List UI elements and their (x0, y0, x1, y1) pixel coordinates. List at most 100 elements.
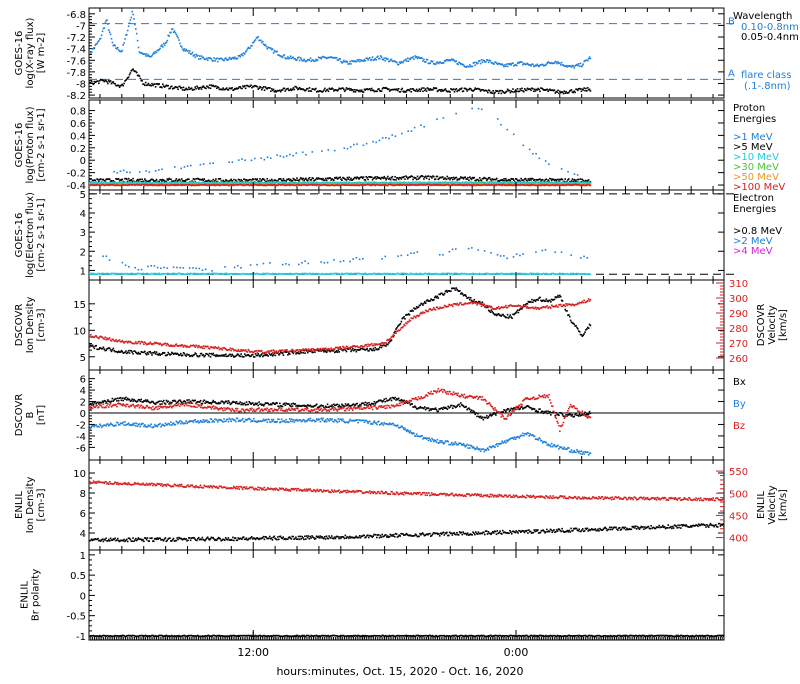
data-point (555, 61, 557, 63)
data-point (180, 168, 182, 170)
data-point (107, 23, 109, 25)
data-point (203, 178, 205, 180)
data-point (559, 62, 561, 64)
data-point (525, 178, 527, 180)
data-point (144, 85, 146, 87)
data-point (292, 89, 294, 91)
data-point (203, 163, 205, 165)
data-point (298, 264, 300, 266)
y-tick-label: 3 (80, 228, 86, 239)
data-point (367, 179, 369, 181)
data-point (406, 60, 408, 62)
data-point (301, 59, 303, 61)
y-axis-label-line: [W m-2] (36, 33, 47, 74)
data-point (388, 138, 390, 140)
data-point (532, 88, 534, 90)
data-point (455, 88, 457, 90)
data-point (580, 257, 582, 259)
y-tick-label: -7.8 (66, 68, 86, 79)
data-point (182, 48, 184, 50)
data-point (350, 63, 352, 65)
data-point (196, 85, 198, 87)
data-point (455, 248, 457, 250)
data-point (309, 59, 311, 61)
data-point (393, 179, 395, 181)
data-point (179, 43, 181, 45)
data-point (170, 179, 172, 181)
data-point (198, 88, 200, 90)
data-point (503, 66, 505, 68)
data-point (176, 267, 178, 269)
data-point (103, 179, 105, 181)
data-point (391, 59, 393, 61)
data-point (474, 64, 476, 66)
data-point (139, 75, 141, 77)
data-point (371, 88, 373, 90)
data-point (487, 59, 489, 61)
data-point (489, 177, 491, 179)
data-point (212, 60, 214, 62)
data-point (128, 25, 130, 27)
data-point (126, 178, 128, 180)
data-point (179, 179, 181, 181)
data-point (366, 177, 368, 179)
data-point (209, 163, 211, 165)
data-point (324, 88, 326, 90)
data-point (512, 178, 514, 180)
data-point (154, 265, 156, 267)
y-axis-label-line: Ion Density (25, 297, 36, 354)
data-point (532, 63, 534, 65)
data-point (412, 88, 414, 90)
data-point (497, 118, 499, 120)
data-point (400, 62, 402, 64)
data-point (375, 142, 377, 144)
data-point (558, 93, 560, 95)
data-point (340, 261, 342, 263)
data-point (517, 88, 519, 90)
y-tick-label: 0 (80, 156, 86, 167)
data-point (522, 145, 524, 147)
legend-title: Electron (733, 193, 774, 204)
data-point (571, 66, 573, 68)
data-point (556, 63, 558, 65)
data-point (270, 90, 272, 92)
data-point (163, 43, 165, 45)
data-point (200, 164, 202, 166)
data-point (245, 88, 247, 90)
data-point (443, 62, 445, 64)
data-point (147, 84, 149, 86)
data-point (496, 178, 498, 180)
data-point (91, 51, 93, 53)
data-point (446, 179, 448, 181)
data-point (352, 258, 354, 260)
data-point (150, 265, 152, 267)
data-point (295, 179, 297, 181)
data-point (573, 65, 575, 67)
data-point (225, 57, 227, 59)
data-point (123, 170, 125, 172)
data-point (300, 57, 302, 59)
data-point (526, 90, 528, 92)
data-point (530, 179, 532, 181)
data-point (570, 254, 572, 256)
data-point (106, 81, 108, 83)
data-point (384, 256, 386, 258)
data-point (195, 268, 197, 270)
data-point (284, 90, 286, 92)
legend-title: Energies (733, 114, 776, 125)
data-point (240, 267, 242, 269)
data-point (446, 176, 448, 178)
data-point (298, 57, 300, 59)
data-point (500, 90, 502, 92)
data-point (418, 90, 420, 92)
data-point (263, 263, 265, 265)
data-point (455, 60, 457, 62)
data-point (557, 179, 559, 181)
data-point (507, 66, 509, 68)
data-point (109, 31, 111, 33)
data-point (244, 53, 246, 55)
data-point (200, 87, 202, 89)
